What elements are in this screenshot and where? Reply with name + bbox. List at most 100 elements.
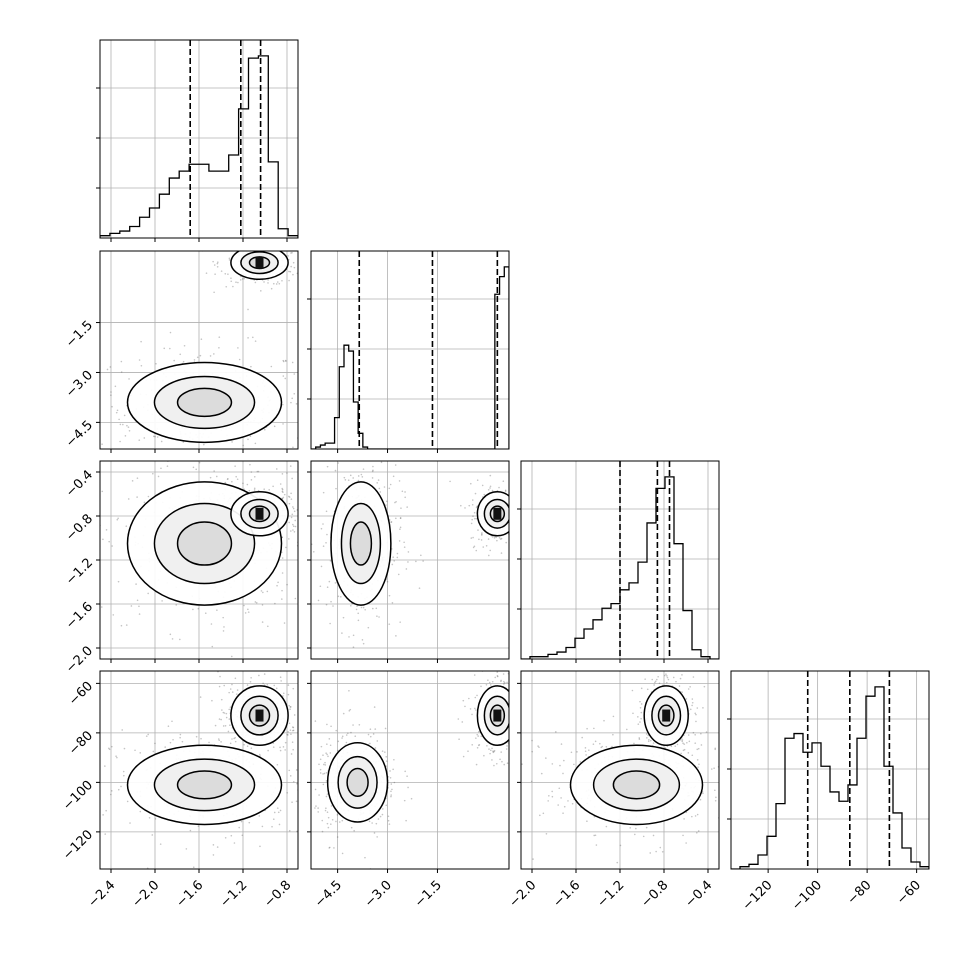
sample-point [691,698,694,700]
sample-point [658,682,661,685]
sample-point [551,795,554,798]
sample-point [637,723,640,725]
sample-point [290,498,293,500]
sample-point [230,277,232,279]
sample-point [97,453,99,455]
sample-point [250,664,252,666]
sample-point [513,713,515,715]
sample-point [688,740,691,743]
sample-point [288,279,290,282]
sample-point [148,817,151,819]
sample-point [687,734,690,736]
sample-point [304,798,306,800]
sample-point [119,440,121,443]
sample-point [521,685,523,687]
sample-point [290,733,292,735]
sample-point [637,716,639,718]
sample-point [410,797,413,800]
sample-point [460,504,462,507]
sample-point [169,331,172,334]
sample-point [487,489,490,491]
sample-point [281,279,283,282]
sample-point [250,479,253,481]
sample-point [152,472,154,475]
sample-point [120,785,122,788]
sample-point [266,451,268,453]
sample-point [570,751,573,754]
x-tick-label: −2.4 [85,878,118,911]
sample-point [542,812,545,815]
sample-point [296,830,298,833]
sample-point [501,760,503,763]
sample-point [96,404,98,406]
sample-point [361,476,364,478]
y-tick-label: −1.2 [63,555,96,588]
sample-point [348,636,350,638]
sample-point [472,515,474,517]
sample-point [384,727,387,730]
sample-point [235,281,237,284]
sample-point [490,749,492,752]
sample-point [579,761,582,763]
sample-point [324,761,326,764]
sample-point [246,684,249,686]
sample-point [612,733,614,736]
sample-point [135,583,137,585]
sample-point [691,754,694,757]
sample-point [506,762,509,765]
sample-point [334,582,337,584]
sample-point [305,776,307,778]
sample-point [237,281,239,284]
sample-point [407,561,409,563]
sample-point [294,597,297,600]
sample-point [228,257,231,260]
sample-point [700,744,703,746]
sample-point [468,504,471,507]
sample-point [295,403,298,405]
sample-point [291,251,293,254]
sample-point [687,688,690,690]
sample-point [301,395,303,397]
sample-point [505,748,508,750]
sample-point [513,691,515,693]
sample-point [115,411,118,414]
sample-point [248,489,251,492]
sample-point [251,247,253,249]
sample-point [486,744,488,747]
sample-point [473,545,476,548]
sample-point [213,264,216,266]
sample-point [130,605,133,607]
sample-point [322,763,325,766]
sample-point [101,443,103,445]
sample-point [291,513,294,516]
sample-point [228,259,231,261]
sample-point [390,521,393,523]
density-peak [255,709,264,722]
sample-point [217,738,220,740]
y-tick-label: −60 [66,679,96,709]
sample-point [691,704,693,707]
sample-point [228,691,230,694]
sample-point [560,743,563,745]
sample-point [322,545,325,547]
sample-point [489,662,491,664]
sample-point [507,666,509,668]
sample-point [675,680,677,683]
sample-point [471,518,473,521]
sample-point [274,246,276,248]
sample-point [500,537,503,540]
sample-point [314,807,316,809]
sample-point [243,604,245,607]
sample-point [324,764,327,766]
sample-point [681,739,684,741]
sample-point [284,741,287,744]
sample-point [535,526,537,528]
sample-point [513,721,515,723]
panel-p1-p1 [307,250,510,453]
sample-point [244,612,247,614]
sample-point [337,595,340,598]
sample-point [517,515,519,517]
sample-point [376,740,379,742]
sample-point [276,281,279,283]
sample-point [585,754,587,756]
